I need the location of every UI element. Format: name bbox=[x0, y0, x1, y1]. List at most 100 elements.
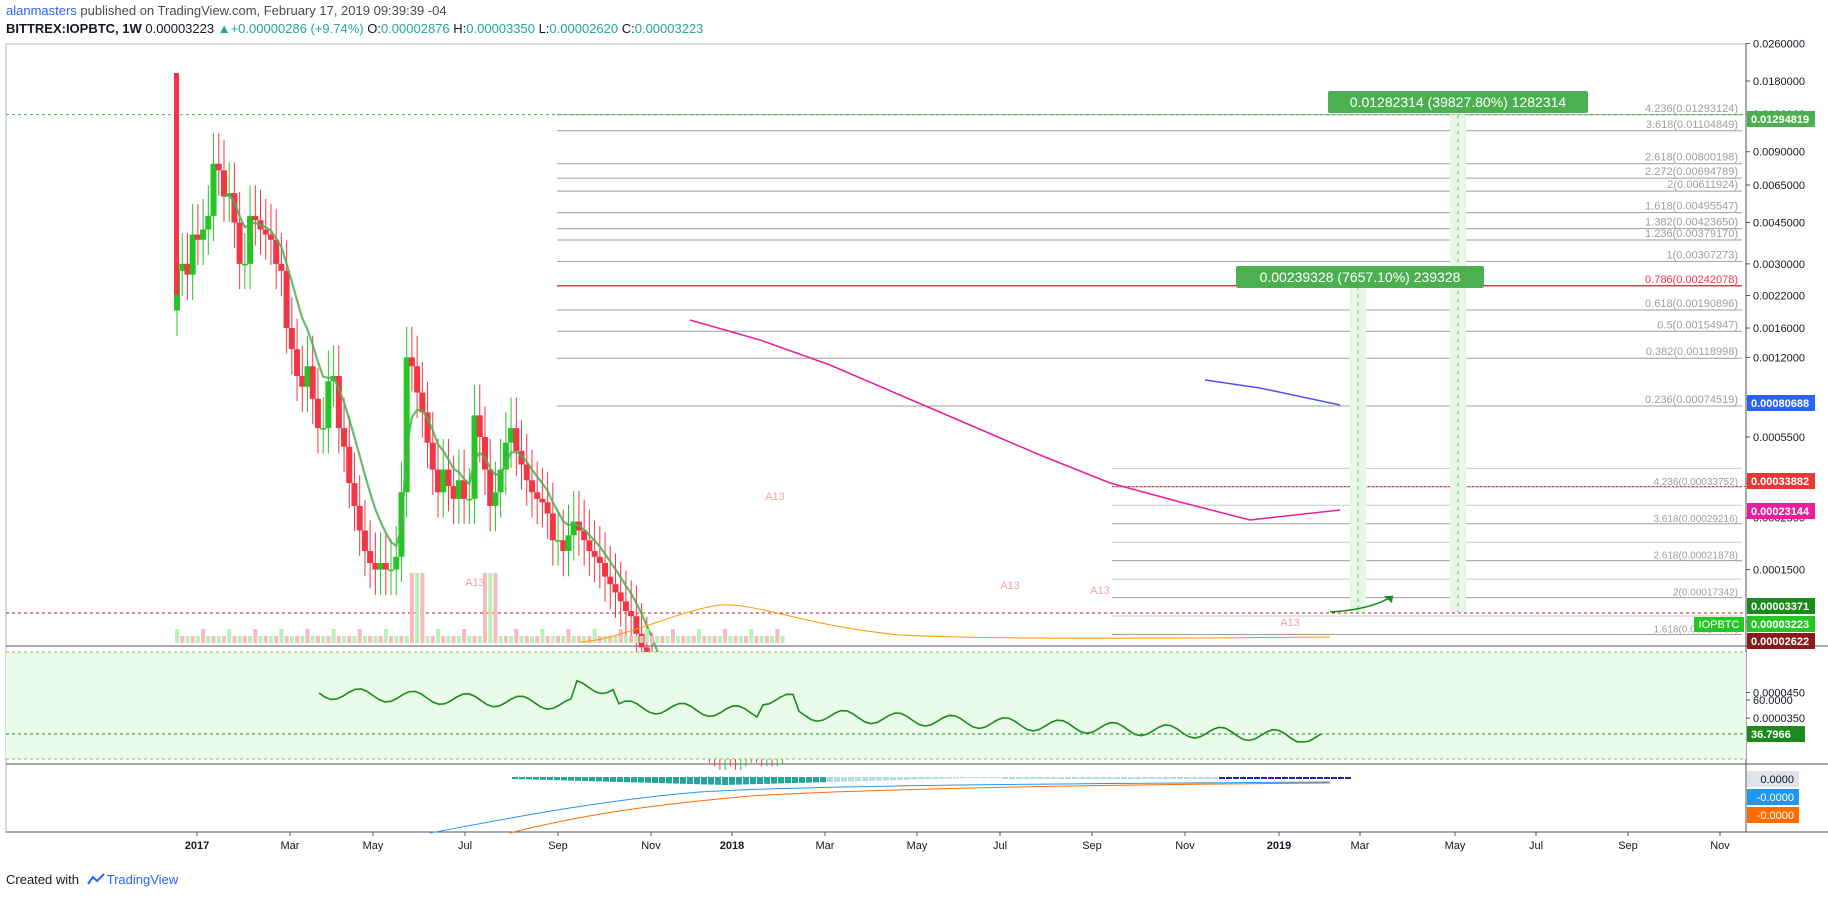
candle-body bbox=[544, 502, 551, 514]
macd-pane: 0.0000 -0.0000 -0.0000 bbox=[429, 771, 1799, 834]
macd-hist-bar bbox=[652, 777, 658, 783]
candle-body bbox=[549, 513, 556, 541]
macd-hist-bar bbox=[582, 777, 588, 781]
macd-hist-bar bbox=[1317, 777, 1323, 779]
symbol-tag-bg bbox=[1694, 617, 1744, 632]
macd-hist-bar bbox=[1338, 777, 1344, 779]
candle-body bbox=[403, 357, 410, 493]
macd-hist-bar bbox=[694, 777, 700, 785]
time-tick-label: Mar bbox=[1351, 840, 1370, 852]
macd-hist-bar bbox=[967, 777, 973, 778]
macd-hist-bar bbox=[715, 777, 721, 785]
macd-hist-bar bbox=[981, 777, 987, 778]
macd-hist-bar bbox=[897, 777, 903, 780]
author-link[interactable]: alanmasters bbox=[6, 3, 77, 18]
macd-hist-bar bbox=[547, 777, 553, 780]
macd-hist-bar bbox=[589, 777, 595, 782]
volume-bar bbox=[618, 629, 623, 643]
macd-hist-bar bbox=[1184, 777, 1190, 779]
time-tick-label: 2017 bbox=[185, 840, 209, 852]
macd-hist-bar bbox=[1037, 777, 1043, 779]
volume-bar bbox=[383, 629, 388, 643]
volume-bar bbox=[571, 636, 576, 643]
volume-bar bbox=[409, 573, 414, 643]
volume-bar bbox=[686, 636, 691, 643]
price-tick-label: 0.0090000 bbox=[1753, 147, 1805, 159]
short-ma-line bbox=[1204, 379, 1341, 406]
price-tag: 0.01294819 bbox=[1751, 114, 1809, 126]
volume-bar bbox=[227, 629, 232, 643]
rsi-tag-bg bbox=[1747, 726, 1805, 742]
candle-body bbox=[393, 556, 400, 570]
symbol-legend: BITTREX:IOPBTC, 1W 0.00003223 ▲+0.000002… bbox=[6, 21, 703, 36]
candle-body bbox=[523, 464, 530, 481]
volume-bar bbox=[310, 636, 315, 643]
macd-hist-bar bbox=[512, 777, 518, 779]
macd-hist-bar bbox=[1296, 777, 1302, 779]
macd-tag-bg bbox=[1747, 789, 1799, 805]
time-tick-label: Jul bbox=[993, 840, 1007, 852]
volume-bar bbox=[394, 636, 399, 643]
macd-hist-bar bbox=[876, 777, 882, 781]
macd-hist-bar bbox=[729, 777, 735, 785]
macd-hist-bar bbox=[855, 777, 861, 782]
low-label: L: bbox=[538, 21, 550, 36]
candle-body bbox=[189, 234, 196, 275]
macd-hist-bar bbox=[1275, 777, 1281, 779]
volume-bar bbox=[368, 636, 373, 643]
volume-bar bbox=[660, 636, 665, 643]
macd-hist-bar bbox=[1261, 777, 1267, 779]
target-label: 0.01282314 (39827.80%) 1282314 bbox=[1350, 94, 1567, 110]
volume-bar bbox=[456, 636, 461, 643]
time-tick-label: May bbox=[907, 840, 928, 852]
candle-body bbox=[341, 428, 348, 447]
candle-body bbox=[534, 492, 541, 499]
candle-body bbox=[429, 442, 436, 470]
macd-hist-bar bbox=[1009, 777, 1015, 779]
volume-bar bbox=[738, 636, 743, 643]
volume-bar bbox=[342, 636, 347, 643]
time-tick-label: Sep bbox=[1082, 840, 1102, 852]
candle-body bbox=[435, 469, 441, 493]
time-tick-label: Mar bbox=[281, 840, 300, 852]
volume-bar bbox=[357, 629, 362, 643]
volume-bar bbox=[676, 636, 681, 643]
volume-bar bbox=[603, 636, 608, 643]
publish-line: alanmasters published on TradingView.com… bbox=[6, 3, 447, 18]
macd-hist-bar bbox=[1247, 777, 1253, 779]
candle-body bbox=[174, 73, 179, 295]
candle-body bbox=[440, 469, 447, 493]
volume-bar bbox=[472, 636, 477, 643]
macd-hist-bar bbox=[1072, 777, 1078, 779]
macd-hist-bar bbox=[834, 777, 840, 782]
volume-bar bbox=[268, 636, 273, 643]
price-tag: 0.00033882 bbox=[1751, 476, 1809, 488]
candle-body bbox=[382, 563, 389, 570]
candle-body bbox=[466, 498, 473, 501]
candle-body bbox=[419, 392, 426, 413]
footer-brand[interactable]: TradingView bbox=[106, 872, 179, 887]
price-tick-label: 0.0012000 bbox=[1753, 352, 1805, 364]
volume-bar bbox=[185, 636, 190, 643]
volume-bar bbox=[211, 636, 216, 643]
volume-bar bbox=[723, 629, 728, 643]
macd-hist-bar bbox=[610, 777, 616, 782]
fib-label: 3.618(0.00029216) bbox=[1653, 514, 1738, 525]
candle-body bbox=[252, 215, 259, 221]
macd-hist-bar bbox=[757, 777, 763, 784]
volume-bar bbox=[180, 636, 185, 643]
candle-body bbox=[555, 540, 562, 542]
macd-hist-bar bbox=[792, 777, 798, 783]
price-tick-label: 0.0005500 bbox=[1753, 432, 1805, 444]
macd-hist-bar bbox=[785, 777, 791, 784]
macd-hist-bar bbox=[554, 777, 560, 781]
price-tag: 0.00002622 bbox=[1751, 636, 1809, 648]
macd-tag-bg bbox=[1747, 807, 1799, 823]
volume-bar bbox=[535, 636, 540, 643]
candle-body bbox=[247, 215, 254, 264]
macd-hist-bar bbox=[946, 777, 952, 779]
macd-hist-bar bbox=[848, 777, 854, 782]
candles bbox=[174, 73, 786, 770]
volume-bar bbox=[576, 636, 581, 643]
